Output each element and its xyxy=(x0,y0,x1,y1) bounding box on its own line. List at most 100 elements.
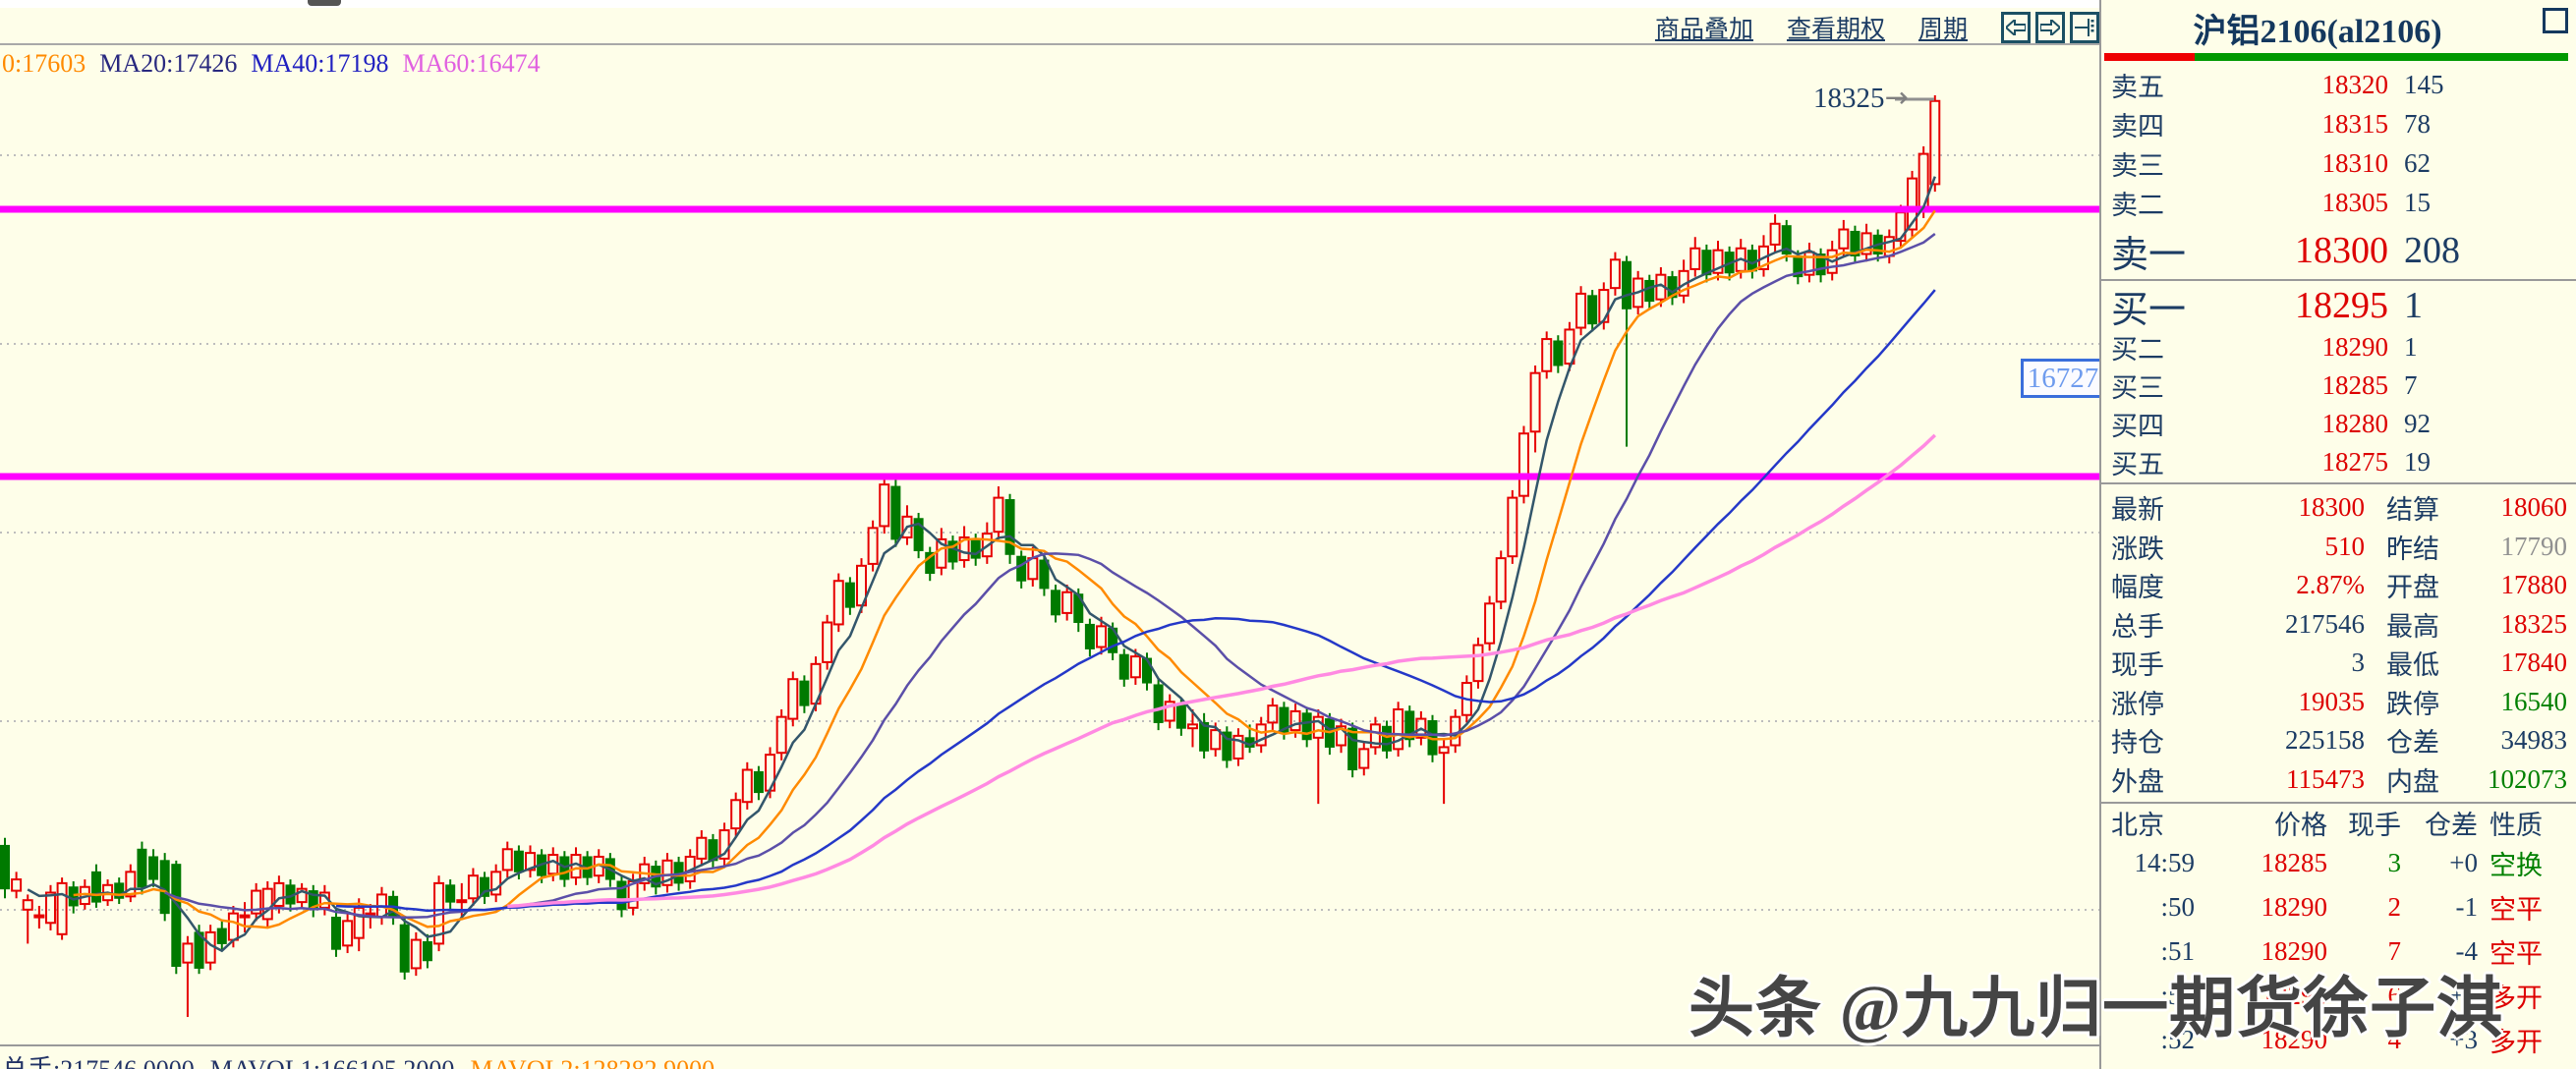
stat-label: 涨跌 xyxy=(2111,534,2164,564)
arrow-right-icon: → xyxy=(1884,81,1909,114)
order-book-best-row[interactable]: 卖一 18300 208 xyxy=(2101,222,2576,279)
level-label: 卖四 xyxy=(2111,111,2164,141)
level-label: 卖五 xyxy=(2111,72,2164,102)
ma-label: MA40:17198 xyxy=(251,49,389,78)
split-view-button[interactable] xyxy=(2070,12,2099,43)
order-book-row[interactable]: 买二 18290 1 xyxy=(2101,328,2576,366)
level-qty: 145 xyxy=(2404,69,2444,99)
level-label: 买三 xyxy=(2111,373,2164,403)
stat-row: 涨停 19035 跌停 16540 xyxy=(2101,683,2576,722)
stat-value: 2.87% xyxy=(2296,570,2365,600)
order-book-row[interactable]: 买五 18275 19 xyxy=(2101,443,2576,481)
stat-value: 19035 xyxy=(2298,686,2366,716)
tape-cell: :51 xyxy=(2160,936,2195,966)
tape-cell: 空换 xyxy=(2490,851,2543,880)
tape-cell: +4 xyxy=(2449,981,2478,1010)
level-price: 18280 xyxy=(2321,409,2389,438)
tape-cell: 6 xyxy=(2387,981,2402,1010)
tape-header-cell: 北京 xyxy=(2111,810,2164,840)
level-qty: 1 xyxy=(2404,332,2418,362)
stat-value: 510 xyxy=(2324,531,2366,561)
stat-label: 最新 xyxy=(2111,495,2164,526)
contract-title: 沪铝2106(al2106) xyxy=(2193,14,2442,50)
stat-row: 持仓 225158 仓差 34983 xyxy=(2101,721,2576,760)
tape-row: 14:59 18285 3 +0 空换 xyxy=(2101,841,2576,885)
level-qty: 208 xyxy=(2404,230,2460,271)
tape-cell: :50 xyxy=(2160,892,2195,922)
tape-cell: 多开 xyxy=(2490,984,2543,1013)
link-period[interactable]: 周期 xyxy=(1918,17,1968,43)
trade-tape: 北京 价格 现手 仓差 性质 14:59 18285 3 +0 空换:50 18290 2 -1 空平:5… xyxy=(2101,804,2576,1062)
stat-label: 跌停 xyxy=(2386,689,2439,719)
tape-row: :51 18290 7 -4 空平 xyxy=(2101,929,2576,974)
split-view-icon xyxy=(2075,19,2094,36)
level-price: 18295 xyxy=(2295,285,2388,326)
tape-cell: +0 xyxy=(2449,848,2478,877)
level-label: 买五 xyxy=(2111,450,2164,479)
bid-levels: 买一 18295 1 买二 18290 1 买三 18285 7 买四 18280 92 买五 18275… xyxy=(2101,283,2576,481)
link-view-options[interactable]: 查看期权 xyxy=(1786,17,1885,43)
stat-value: 18060 xyxy=(2500,492,2568,523)
stat-value: 34983 xyxy=(2500,725,2568,756)
level-qty: 7 xyxy=(2404,370,2418,400)
stat-row: 最新 18300 结算 18060 xyxy=(2101,488,2576,528)
order-book-row[interactable]: 卖五 18320 145 xyxy=(2101,65,2576,104)
tape-header-cell: 仓差 xyxy=(2425,810,2478,840)
top-strip xyxy=(0,0,2099,8)
arrow-right-icon xyxy=(2040,20,2060,35)
ma-label: 0:17603 xyxy=(2,49,86,78)
toolbar-icon-group xyxy=(2001,12,2099,43)
link-commodity-overlay[interactable]: 商品叠加 xyxy=(1654,17,1753,43)
chart-toolbar: 商品叠加 查看期权 周期 xyxy=(1631,12,2099,43)
level-price: 18315 xyxy=(2321,108,2389,139)
stat-label: 开盘 xyxy=(2386,573,2439,603)
level-label: 买二 xyxy=(2111,335,2164,365)
high-price-label: 18325 xyxy=(1813,83,1885,114)
order-book-row[interactable]: 卖四 18315 78 xyxy=(2101,104,2576,143)
stat-label: 最低 xyxy=(2386,650,2439,681)
stat-row: 总手 217546 最高 18325 xyxy=(2101,605,2576,645)
stat-value: 18325 xyxy=(2500,608,2568,639)
tape-cell: -1 xyxy=(2455,892,2479,922)
stat-row: 幅度 2.87% 开盘 17880 xyxy=(2101,566,2576,605)
order-book-row[interactable]: 卖三 18310 62 xyxy=(2101,143,2576,183)
stat-label: 最高 xyxy=(2386,611,2439,642)
level-price: 18310 xyxy=(2321,147,2389,178)
back-arrow-button[interactable] xyxy=(2001,12,2031,43)
level-label: 卖二 xyxy=(2111,190,2164,220)
stat-value: 18300 xyxy=(2298,492,2366,523)
stat-value: 16540 xyxy=(2500,686,2568,716)
stat-value: 225158 xyxy=(2285,725,2365,756)
tape-cell: :52 xyxy=(2160,1025,2195,1054)
tape-header: 北京 价格 现手 仓差 性质 xyxy=(2101,804,2576,841)
stat-value: 217546 xyxy=(2285,608,2365,639)
ma-price-tag: 16727 xyxy=(2021,359,2105,398)
tape-cell: 空平 xyxy=(2490,939,2543,969)
stat-row: 涨跌 510 昨结 17790 xyxy=(2101,528,2576,567)
ma-label: MA60:16474 xyxy=(402,49,541,78)
order-book-row[interactable]: 卖二 18305 15 xyxy=(2101,183,2576,222)
volume-label: MAVOL2:128282.9000 xyxy=(470,1055,715,1069)
tape-cell: +3 xyxy=(2449,1025,2478,1054)
volume-label: 总手:217546.0000 xyxy=(2,1055,195,1069)
level-label: 买一 xyxy=(2111,289,2187,331)
level-qty: 62 xyxy=(2404,147,2431,178)
tape-row: :50 18290 2 -1 空平 xyxy=(2101,885,2576,929)
tape-cell: 空平 xyxy=(2490,895,2543,925)
tape-cell: 18290 xyxy=(2261,936,2328,966)
level-qty: 1 xyxy=(2404,285,2423,326)
stat-label: 涨停 xyxy=(2111,689,2164,719)
order-book-row[interactable]: 买三 18285 7 xyxy=(2101,366,2576,405)
restore-window-icon[interactable] xyxy=(2543,8,2568,33)
tape-cell: 多开 xyxy=(2490,1028,2543,1057)
buy-sell-ratio-bar xyxy=(2104,53,2568,61)
stat-value: 3 xyxy=(2351,647,2366,678)
ask-levels: 卖五 18320 145 卖四 18315 78 卖三 18310 62 卖二 18305 15 卖一 1… xyxy=(2101,65,2576,279)
level-label: 卖一 xyxy=(2111,234,2187,276)
order-book-row[interactable]: 买四 18280 92 xyxy=(2101,405,2576,443)
forward-arrow-button[interactable] xyxy=(2035,12,2065,43)
order-book-best-row[interactable]: 买一 18295 1 xyxy=(2101,283,2576,331)
sell-ratio-segment xyxy=(2104,53,2195,61)
stat-label: 仓差 xyxy=(2386,728,2439,759)
